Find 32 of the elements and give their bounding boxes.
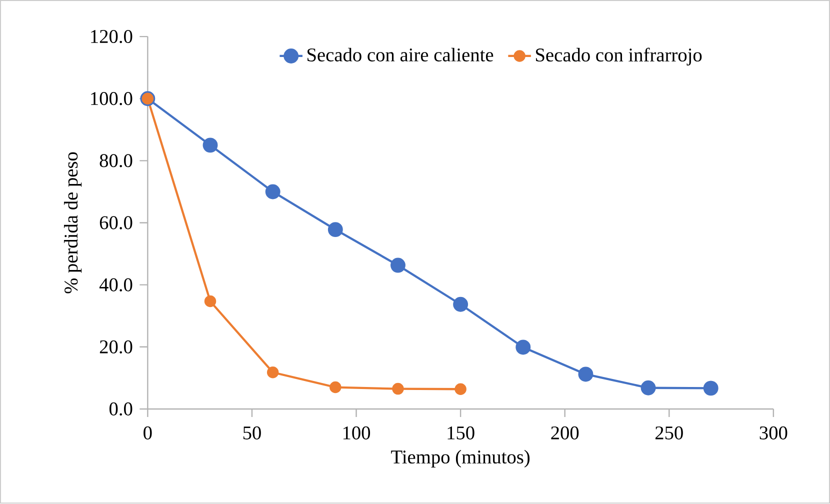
y-tick-label: 100.0 — [91, 92, 132, 106]
x-tick-label: 50 — [243, 426, 261, 440]
point — [640, 380, 656, 396]
y-axis-title: % perdida de peso — [64, 152, 82, 294]
point — [703, 380, 718, 396]
y-tick-label: 120.0 — [91, 30, 132, 44]
x-tick-label: 300 — [760, 426, 788, 440]
point — [516, 340, 531, 355]
legend-label: Secado con aire caliente — [308, 48, 494, 62]
point — [202, 138, 218, 153]
y-tick-label: 40.0 — [99, 278, 132, 292]
y-tick-label: 20.0 — [100, 340, 132, 354]
y-tick-label: 60.0 — [100, 216, 132, 230]
x-axis-title: Tiempo (minutos) — [391, 450, 530, 468]
x-tick-label: 100 — [343, 426, 370, 440]
point — [204, 296, 216, 308]
y-tick-label: 0.0 — [109, 402, 132, 416]
x-tick-label: 200 — [551, 426, 579, 440]
point — [578, 366, 594, 382]
x-tick-label: 150 — [448, 426, 474, 440]
point — [453, 297, 468, 312]
point — [328, 222, 343, 238]
point — [266, 366, 279, 378]
y-tick-label: 80.0 — [100, 154, 132, 168]
point — [392, 383, 404, 395]
x-tick-label: 250 — [655, 426, 683, 440]
legend-label: Secado con infrarrojo — [536, 48, 702, 66]
x-tick-label: 0 — [144, 426, 152, 440]
point — [330, 382, 342, 394]
point — [390, 258, 406, 273]
point — [265, 184, 280, 200]
point — [454, 383, 466, 396]
